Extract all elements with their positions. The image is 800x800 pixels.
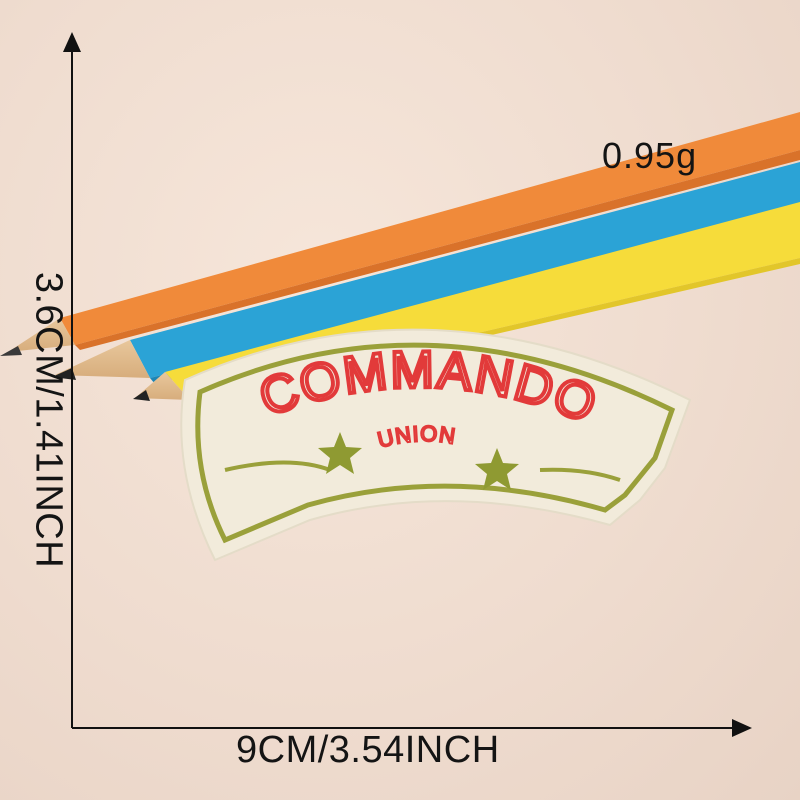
left-star-icon <box>318 432 362 474</box>
width-label: 9CM/3.54INCH <box>236 729 500 771</box>
commando-patch: COMMANDO UNION <box>180 328 692 562</box>
right-arrow-icon <box>732 719 752 737</box>
measurement-axes <box>63 32 752 737</box>
weight-label: 0.95g <box>602 135 698 176</box>
height-label: 3.6CM/1.41INCH <box>27 271 70 569</box>
right-star-icon <box>475 448 519 490</box>
orange-pencil <box>0 112 800 356</box>
up-arrow-icon <box>63 32 81 52</box>
